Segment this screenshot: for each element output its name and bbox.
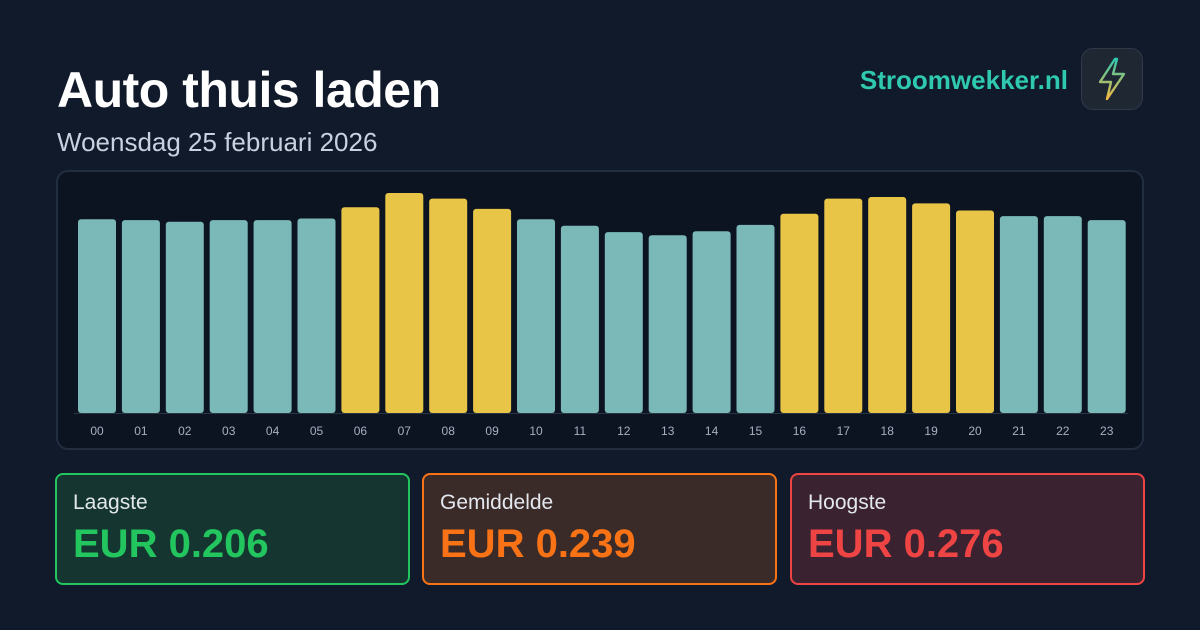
bar-hour-15 (736, 224, 775, 413)
tick-label-13: 13 (661, 424, 675, 438)
bar-hour-13 (648, 235, 687, 413)
price-bar-chart: 00 01 02 03 04 05 06 07 08 09 10 11 12 13 14 15 16 17 18 19… (74, 193, 1128, 438)
tick-label-05: 05 (310, 424, 324, 438)
bar-hour-02 (165, 221, 204, 413)
tick-label-01: 01 (134, 424, 148, 438)
brand-logo[interactable] (1081, 48, 1143, 110)
tick-label-14: 14 (705, 424, 719, 438)
tick-label-12: 12 (617, 424, 631, 438)
bar-hour-08 (429, 198, 468, 413)
tick-label-11: 11 (574, 424, 587, 438)
bar-hour-00 (78, 219, 116, 413)
bar-hour-10 (517, 219, 555, 413)
bar-hour-18 (868, 197, 907, 413)
tick-label-18: 18 (881, 424, 895, 438)
tick-label-03: 03 (222, 424, 236, 438)
bar-hour-06 (341, 207, 380, 413)
bar-hour-19 (912, 203, 951, 413)
brand-name[interactable]: Stroomwekker.nl (859, 65, 1068, 95)
bar-hour-16 (780, 213, 819, 413)
tick-label-19: 19 (924, 424, 938, 438)
stat-label-lowest: Laagste (73, 491, 148, 514)
stat-card-average: Gemiddelde EUR 0.239 (422, 473, 777, 585)
stat-label-average: Gemiddelde (440, 491, 554, 514)
tick-label-08: 08 (442, 424, 456, 438)
tick-label-00: 00 (90, 424, 104, 438)
tick-label-04: 04 (266, 424, 280, 438)
bar-hour-03 (209, 220, 248, 413)
bar-hour-07 (385, 193, 424, 413)
bar-hour-22 (1043, 216, 1082, 413)
bar-hour-21 (999, 216, 1038, 413)
tick-label-23: 23 (1100, 424, 1114, 438)
page-title: Auto thuis laden (57, 62, 441, 118)
tick-label-02: 02 (178, 424, 192, 438)
stat-value-lowest: EUR 0.206 (73, 522, 269, 566)
bar-hour-20 (956, 210, 994, 413)
bar-hour-23 (1087, 220, 1126, 413)
bar-hour-12 (604, 232, 643, 413)
bar-hour-09 (473, 208, 512, 413)
tick-label-16: 16 (793, 424, 807, 438)
stat-value-highest: EUR 0.276 (808, 522, 1004, 566)
bar-hour-05 (297, 218, 336, 413)
page-subtitle: Woensdag 25 februari 2026 (57, 127, 378, 157)
bar-hour-17 (824, 198, 863, 413)
tick-label-15: 15 (749, 424, 763, 438)
tick-label-17: 17 (837, 424, 851, 438)
bar-hour-11 (560, 225, 599, 413)
tick-label-20: 20 (968, 424, 982, 438)
stat-card-lowest: Laagste EUR 0.206 (55, 473, 410, 585)
tick-label-22: 22 (1056, 424, 1070, 438)
tick-label-10: 10 (529, 424, 543, 438)
tick-label-06: 06 (354, 424, 368, 438)
bar-hour-01 (121, 220, 160, 413)
tick-label-21: 21 (1012, 424, 1026, 438)
price-chart: 00 01 02 03 04 05 06 07 08 09 10 11 12 13 14 15 16 17 18 19… (56, 170, 1144, 450)
tick-label-09: 09 (485, 424, 499, 438)
stat-label-highest: Hoogste (808, 491, 887, 514)
stat-card-highest: Hoogste EUR 0.276 (790, 473, 1145, 585)
tick-label-07: 07 (398, 424, 412, 438)
bar-hour-14 (692, 231, 731, 413)
lightning-bolt-icon (1098, 57, 1126, 101)
bar-hour-04 (253, 220, 292, 413)
stat-value-average: EUR 0.239 (440, 522, 636, 566)
